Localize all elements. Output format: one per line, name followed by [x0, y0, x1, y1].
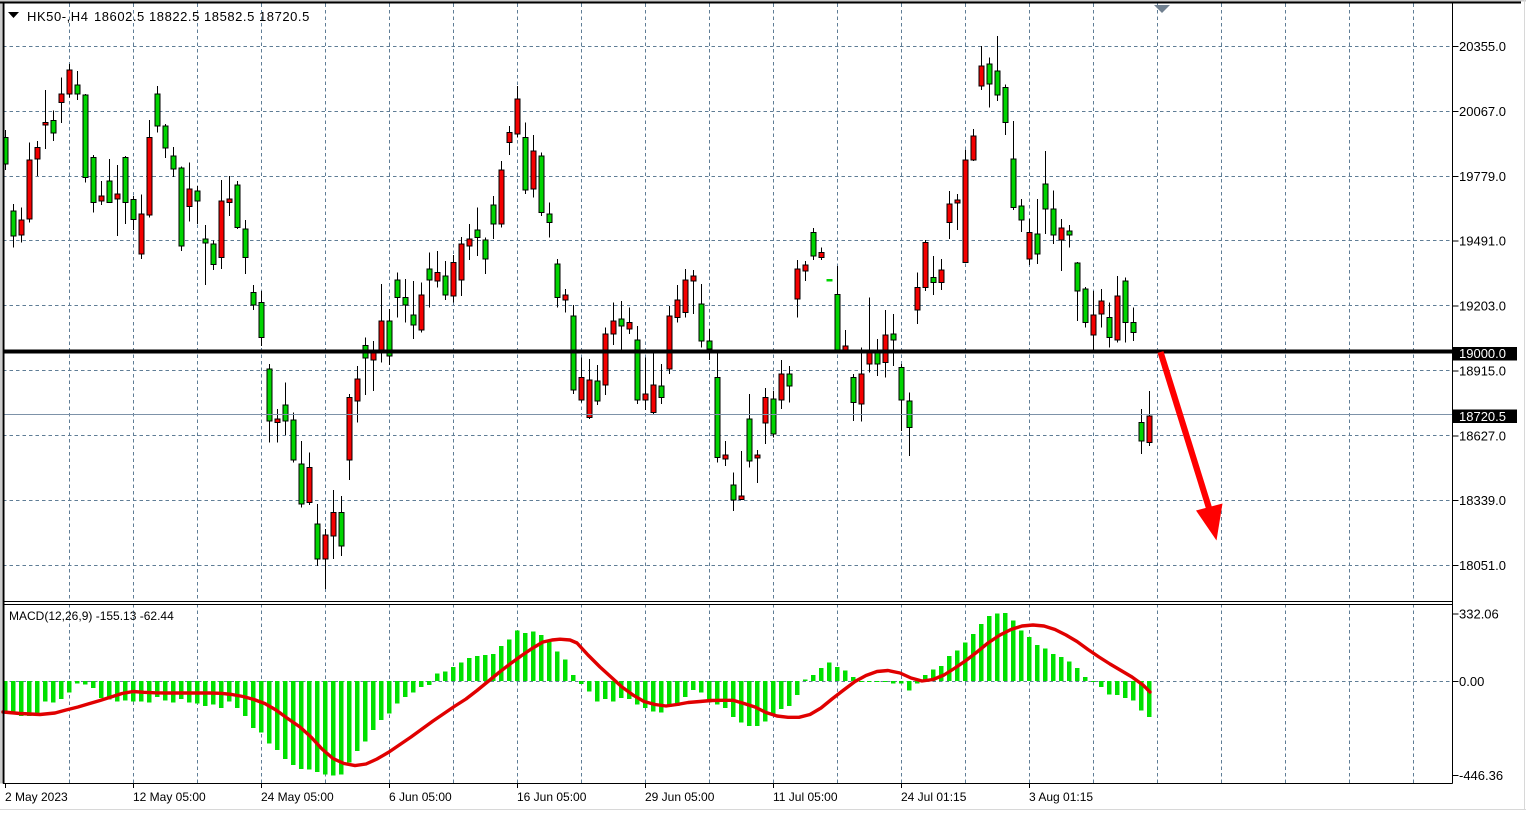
svg-text:20355.0: 20355.0	[1459, 39, 1506, 54]
svg-text:18720.5: 18720.5	[1459, 409, 1506, 424]
svg-text:18627.0: 18627.0	[1459, 429, 1506, 444]
svg-text:MACD(12,26,9) -155.13 -62.44: MACD(12,26,9) -155.13 -62.44	[9, 609, 174, 623]
svg-text:18602.5 18822.5 18582.5 18720.: 18602.5 18822.5 18582.5 18720.5	[94, 9, 310, 24]
svg-text:19491.0: 19491.0	[1459, 234, 1506, 249]
svg-text:20067.0: 20067.0	[1459, 104, 1506, 119]
svg-text:18915.0: 18915.0	[1459, 364, 1506, 379]
svg-text:0.00: 0.00	[1459, 674, 1484, 689]
svg-text:29 Jun 05:00: 29 Jun 05:00	[645, 790, 715, 804]
svg-text:2 May 2023: 2 May 2023	[5, 790, 68, 804]
svg-text:12 May 05:00: 12 May 05:00	[133, 790, 206, 804]
svg-text:19000.0: 19000.0	[1459, 346, 1506, 361]
svg-text:11 Jul 05:00: 11 Jul 05:00	[773, 790, 838, 804]
svg-text:HK50-,H4: HK50-,H4	[27, 9, 88, 24]
svg-text:19779.0: 19779.0	[1459, 169, 1506, 184]
svg-text:24 May 05:00: 24 May 05:00	[261, 790, 334, 804]
svg-text:3 Aug 01:15: 3 Aug 01:15	[1029, 790, 1093, 804]
svg-text:18051.0: 18051.0	[1459, 558, 1506, 573]
svg-text:-446.36: -446.36	[1459, 768, 1503, 783]
svg-text:24 Jul 01:15: 24 Jul 01:15	[901, 790, 967, 804]
svg-text:6 Jun 05:00: 6 Jun 05:00	[389, 790, 452, 804]
svg-text:19203.0: 19203.0	[1459, 299, 1506, 314]
svg-text:18339.0: 18339.0	[1459, 493, 1506, 508]
svg-text:16 Jun 05:00: 16 Jun 05:00	[517, 790, 587, 804]
svg-text:332.06: 332.06	[1459, 607, 1499, 622]
